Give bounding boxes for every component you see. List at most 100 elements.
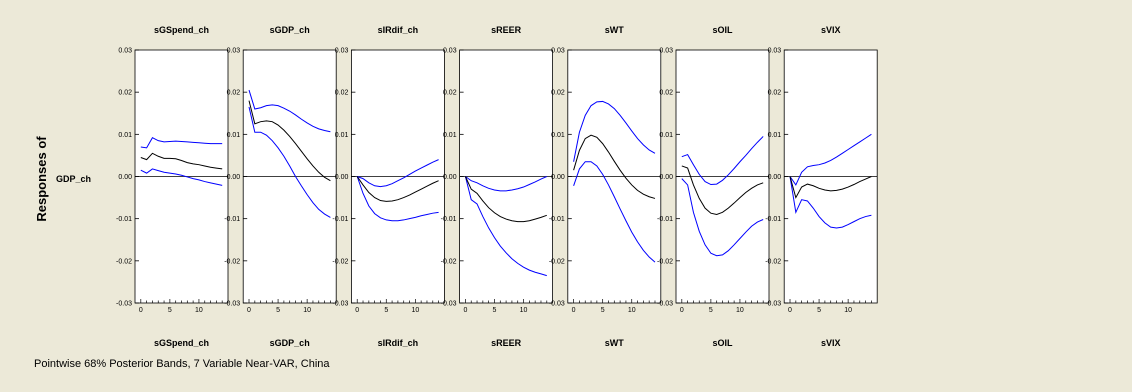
x-tick-label: 0	[355, 307, 359, 314]
panel-7: sVIX sVIX 0.03 0.02 0.01 0.00 -0.01 -0.02 -0.03 0…	[765, 25, 878, 348]
y-tick-label: 0.03	[227, 48, 241, 55]
upper-band-line	[681, 136, 764, 186]
x-tick-label: 10	[628, 307, 636, 314]
panel-title: sWT	[605, 25, 625, 35]
upper-band-line	[248, 89, 331, 133]
x-tick-label: 10	[736, 307, 744, 314]
y-tick-label: 0.01	[443, 132, 457, 139]
y-axis-label: Responses of	[34, 136, 49, 222]
panel-bottom-label: sGSpend_ch	[154, 338, 209, 348]
y-tick-label: -0.03	[116, 301, 132, 308]
upper-band-line	[357, 159, 439, 188]
y-tick-label: -0.02	[765, 258, 781, 265]
lower-band-line	[356, 176, 439, 222]
x-tick-label: 5	[601, 307, 605, 314]
y-tick-label: 0.03	[335, 48, 349, 55]
y-tick-label: 0.03	[768, 48, 782, 55]
panels-group: sGSpend_ch sGSpend_ch 0.03 0.02 0.01 0.00 -0.0…	[116, 25, 878, 348]
y-tick-label: -0.02	[116, 258, 132, 265]
lower-band-line	[681, 178, 764, 257]
x-tick-label: 0	[139, 307, 143, 314]
y-tick-label: 0.02	[443, 90, 457, 97]
y-tick-label: 0.01	[768, 132, 782, 139]
panel-title: sVIX	[821, 25, 841, 35]
y-tick-label: -0.01	[224, 216, 240, 223]
y-tick-label: -0.01	[657, 216, 673, 223]
panel-2: sGDP_ch sGDP_ch 0.03 0.02 0.01 0.00 -0.01 -0.02…	[224, 25, 337, 348]
y-tick-label: 0.01	[118, 132, 132, 139]
y-tick-label: 0.01	[659, 132, 673, 139]
y-tick-label: 0.00	[659, 174, 673, 181]
y-tick-label: -0.02	[332, 258, 348, 265]
x-tick-label: 10	[520, 307, 528, 314]
y-tick-label: -0.01	[332, 216, 348, 223]
x-tick-label: 10	[844, 307, 852, 314]
y-tick-label: 0.01	[551, 132, 565, 139]
panel-bottom-label: sGDP_ch	[270, 338, 310, 348]
y-tick-label: 0.00	[227, 174, 241, 181]
x-tick-label: 5	[817, 307, 821, 314]
x-tick-label: 5	[168, 307, 172, 314]
x-tick-label: 5	[709, 307, 713, 314]
x-tick-label: 0	[788, 307, 792, 314]
upper-band-line	[140, 137, 223, 149]
y-tick-label: 0.01	[227, 132, 241, 139]
y-tick-label: -0.03	[549, 301, 565, 308]
panel-title: sGSpend_ch	[154, 25, 209, 35]
y-tick-label: 0.03	[659, 48, 673, 55]
lower-band-line	[573, 161, 656, 263]
lower-band-line	[464, 176, 547, 277]
panel-6: sOIL sOIL 0.03 0.02 0.01 0.00 -0.01 -0.02 -0.03 0…	[657, 25, 770, 348]
y-tick-label: 0.03	[118, 48, 132, 55]
y-tick-label: -0.03	[441, 301, 457, 308]
upper-band-line	[465, 176, 547, 192]
y-tick-label: -0.03	[332, 301, 348, 308]
x-tick-label: 0	[680, 307, 684, 314]
y-tick-label: 0.01	[335, 132, 349, 139]
panel-bottom-label: sWT	[605, 338, 625, 348]
panel-bottom-label: sREER	[491, 338, 522, 348]
median-response-line	[464, 176, 547, 223]
y-tick-label: -0.01	[441, 216, 457, 223]
y-tick-label: -0.01	[116, 216, 132, 223]
y-tick-label: -0.02	[441, 258, 457, 265]
x-tick-label: 0	[463, 307, 467, 314]
y-tick-label: 0.02	[227, 90, 241, 97]
panel-5: sWT sWT 0.03 0.02 0.01 0.00 -0.01 -0.02 -0.03 0 5 1…	[549, 25, 662, 348]
y-tick-label: -0.02	[224, 258, 240, 265]
lower-band-line	[789, 176, 872, 229]
x-tick-label: 0	[247, 307, 251, 314]
y-tick-label: 0.02	[768, 90, 782, 97]
row-label: GDP_ch	[56, 174, 91, 184]
y-tick-label: 0.00	[551, 174, 565, 181]
y-tick-label: 0.00	[118, 174, 132, 181]
x-tick-label: 5	[384, 307, 388, 314]
y-tick-label: -0.01	[549, 216, 565, 223]
x-tick-label: 5	[276, 307, 280, 314]
chart-footnote: Pointwise 68% Posterior Bands, 7 Variabl…	[34, 358, 330, 370]
y-tick-label: 0.02	[551, 90, 565, 97]
panel-title: sIRdif_ch	[378, 25, 419, 35]
y-tick-label: 0.00	[768, 174, 782, 181]
upper-band-line	[573, 100, 656, 162]
y-tick-label: -0.03	[657, 301, 673, 308]
lower-band-line	[248, 106, 331, 218]
panel-bottom-label: sVIX	[821, 338, 841, 348]
median-response-line	[573, 134, 656, 199]
panel-title: sREER	[491, 25, 522, 35]
panel-bottom-label: sIRdif_ch	[378, 338, 419, 348]
x-tick-label: 5	[493, 307, 497, 314]
median-response-line	[356, 176, 439, 202]
y-tick-label: 0.03	[551, 48, 565, 55]
x-tick-label: 10	[195, 307, 203, 314]
upper-band-line	[789, 133, 872, 186]
panel-1: sGSpend_ch sGSpend_ch 0.03 0.02 0.01 0.00 -0.0…	[116, 25, 229, 348]
panel-3: sIRdif_ch sIRdif_ch 0.03 0.02 0.01 0.00 -0.01 -…	[332, 25, 445, 348]
y-tick-label: -0.02	[657, 258, 673, 265]
y-tick-label: 0.03	[443, 48, 457, 55]
panel-title: sOIL	[712, 25, 733, 35]
y-tick-label: 0.02	[118, 90, 132, 97]
y-tick-label: -0.02	[549, 258, 565, 265]
lower-band-line	[140, 168, 223, 186]
